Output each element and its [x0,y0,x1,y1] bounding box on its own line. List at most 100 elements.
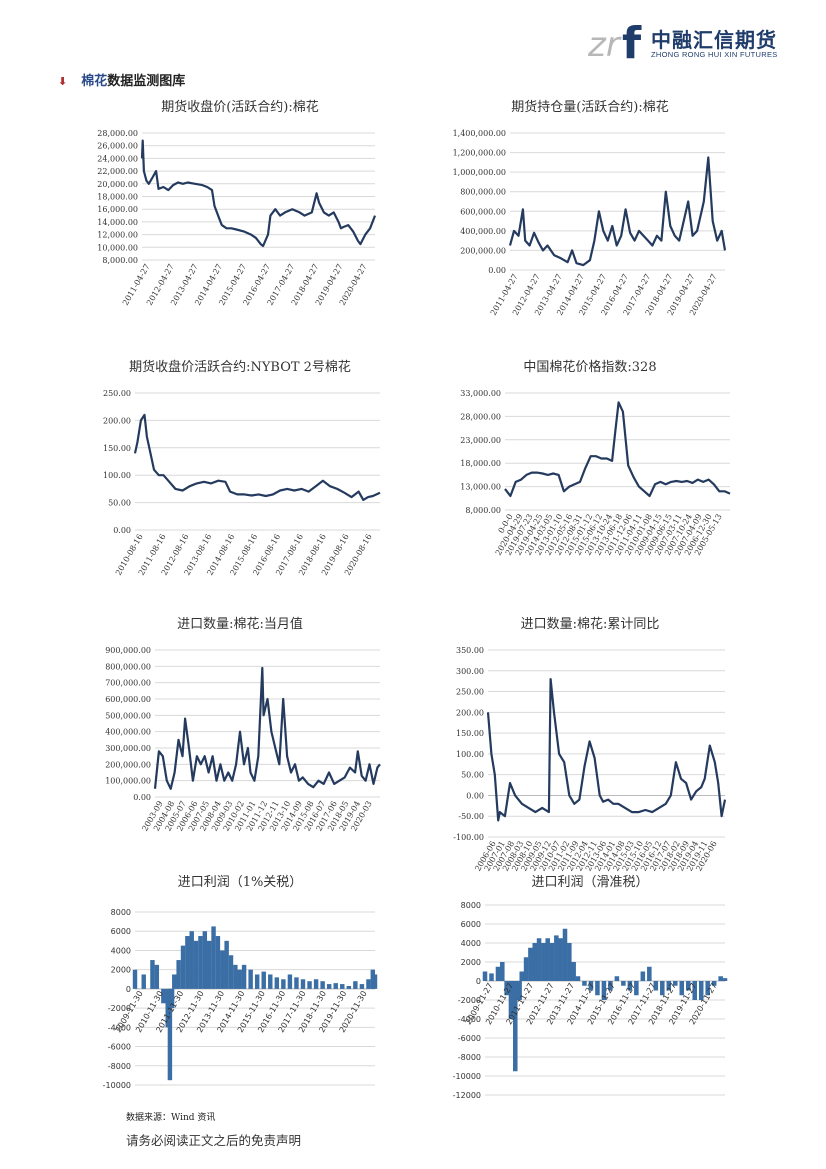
bar [588,981,594,991]
bar [346,986,352,989]
bar [220,950,225,989]
chart-title: 期货收盘价(活跃合约):棉花 [161,99,319,115]
y-tick-label: 18,000.00 [460,459,501,468]
y-tick-label: 800,000.00 [460,188,506,197]
bar [189,931,194,989]
bar [562,928,568,981]
chart-import-volume-yoy: 进口数量:棉花:累计同比 -100.00 -50.00 0.00 50.00 100.00… [440,612,740,873]
bar [660,981,665,996]
section-title-rest: 数据监测图库 [107,74,186,89]
y-tick-label: 500,000.00 [105,711,151,720]
series-line [133,413,381,501]
bar [482,971,488,981]
bar [549,943,555,981]
y-tick-label: 1,400,000.00 [453,129,506,138]
chart-futures-open-interest-cotton: 期货持仓量(活跃合约):棉花 0.00 200,000.00 400,000.00 60… [440,95,740,335]
bar [532,943,537,981]
bar [198,936,203,989]
bar [294,977,299,989]
bar [536,938,542,981]
y-tick-label: 300.00 [456,667,484,676]
bar [513,981,518,1072]
bar [517,981,522,1000]
bar [495,966,501,981]
chart-title: 进口数量:棉花:累计同比 [521,616,660,632]
bar [692,981,697,1000]
chart-title: 中国棉花价格指数:328 [523,359,656,375]
y-tick-label: -2000 [458,996,481,1005]
bar [211,926,216,989]
bar [679,981,685,996]
bar [287,974,293,989]
bar [326,984,332,989]
y-tick-label: -10000 [453,1072,481,1081]
bar [132,969,138,989]
y-tick-label: 18,000.00 [97,193,138,202]
bar [359,984,365,989]
bar [571,962,576,981]
y-tick-label: 200.00 [456,708,484,717]
bar [353,981,358,989]
y-tick-label: 0 [476,977,481,986]
bar [567,943,572,981]
chart-china-cotton-price-index: 中国棉花价格指数:328 8,000.00 13,000.00 18,000.00 23… [440,355,740,590]
svg-text:zr: zr [588,25,622,64]
bar [372,974,378,989]
y-tick-label: -4000 [458,1015,481,1024]
y-tick-label: 28,000.00 [97,129,138,138]
bar [366,979,371,989]
y-tick-label: 4000 [461,939,481,948]
bar [172,974,177,989]
bar [320,981,325,989]
bar [595,981,600,996]
bar [141,974,146,989]
section-heading: ⬇︎ 棉花数据监测图库 [58,70,185,89]
chart-import-profit-sliding-tariff: 进口利润（滑准税） -12000 -10000 -8000 -6000 -4000 -200… [440,870,740,1100]
y-tick-label: 1,200,000.00 [453,149,506,158]
y-tick-label: 600,000.00 [460,207,506,216]
y-tick-label: 150.00 [103,444,131,453]
series-line [486,678,727,822]
y-tick-label: -2000 [108,1004,131,1013]
bar [575,976,581,981]
bar [215,936,221,989]
bar [640,971,646,981]
y-tick-label: 33,000.00 [460,389,501,398]
bar [268,974,273,989]
bar [508,981,514,1019]
y-tick-label: 50.00 [108,499,131,508]
bar [274,977,280,989]
y-tick-label: 100,000.00 [105,777,151,786]
bar [300,979,306,989]
y-tick-label: 300,000.00 [105,744,151,753]
bar [711,981,717,986]
bar [185,936,190,989]
y-tick-label: 0.00 [113,526,131,535]
bar [523,957,529,981]
y-tick-label: 8,000.00 [465,506,501,515]
y-tick-label: 100.00 [456,750,484,759]
y-tick-label: 10,000.00 [97,243,138,252]
down-arrow-bullet-icon: ⬇︎ [58,75,68,88]
bar [545,938,550,981]
bar [601,981,607,1000]
bar [233,964,238,989]
y-tick-label: 16,000.00 [97,205,138,214]
y-tick-label: -100.00 [453,833,484,842]
bar [202,931,208,989]
bar [554,935,559,981]
bar [705,981,710,996]
chart-nybot-cotton-close: 期货收盘价活跃合约:NYBOT 2号棉花 0.00 50.00 100.00 150.0… [90,355,390,590]
y-tick-label: 26,000.00 [97,142,138,151]
bar [248,969,253,989]
bar [241,964,247,989]
y-tick-label: 20,000.00 [97,180,138,189]
y-tick-label: 100.00 [103,471,131,480]
bar [193,940,199,989]
bar [528,947,533,981]
bar [154,964,160,989]
y-tick-label: 600,000.00 [105,695,151,704]
y-tick-label: 150.00 [456,729,484,738]
y-tick-label: -8000 [458,1053,481,1062]
chart-title: 进口利润（1%关税） [178,875,303,890]
